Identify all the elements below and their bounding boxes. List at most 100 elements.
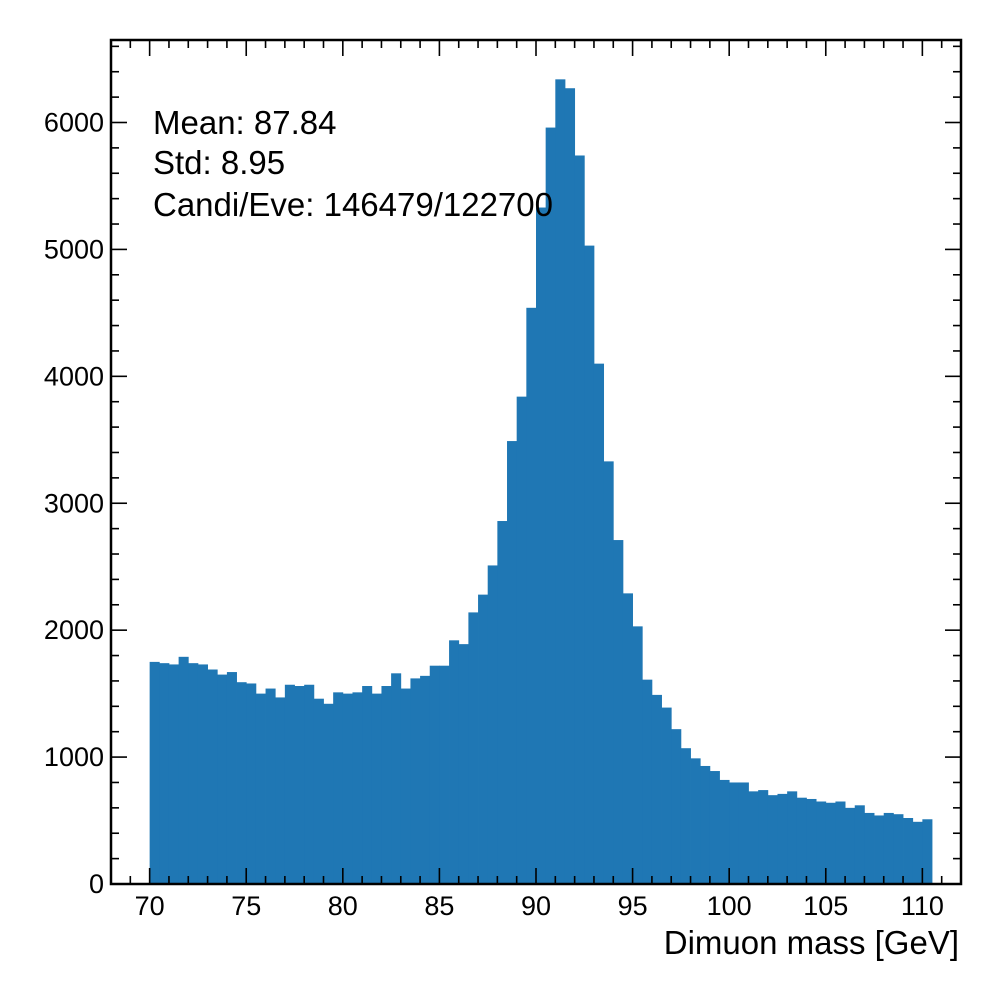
histogram-bar — [362, 686, 373, 884]
histogram-bar — [787, 791, 798, 884]
histogram-bar — [284, 684, 295, 884]
histogram-bar — [854, 805, 865, 884]
y-tick-label: 5000 — [44, 234, 104, 264]
y-tick-label: 2000 — [44, 615, 104, 645]
x-tick-label: 110 — [901, 891, 944, 921]
histogram-bar — [835, 801, 846, 884]
histogram-bar — [536, 207, 547, 884]
histogram-bar — [729, 782, 740, 884]
histogram-bar — [178, 656, 189, 884]
histogram-bar — [574, 155, 585, 885]
x-tick-label: 75 — [231, 891, 261, 921]
histogram-bar — [864, 812, 875, 884]
histogram-bar — [149, 661, 160, 884]
histogram-bar — [825, 802, 836, 884]
histogram-bar — [265, 688, 276, 884]
histogram-bar — [651, 694, 662, 884]
bar-group — [149, 79, 933, 885]
histogram-bar — [197, 664, 208, 884]
histogram-bar — [622, 593, 633, 884]
y-tick-label: 1000 — [44, 742, 104, 772]
histogram-bar — [313, 698, 324, 884]
histogram-bar — [883, 812, 894, 884]
histogram-bar — [593, 363, 605, 884]
histogram-bar — [497, 521, 508, 884]
histogram-bar — [545, 127, 556, 884]
histogram-bar — [468, 612, 479, 884]
histogram-bar — [632, 626, 643, 884]
x-tick-label: 105 — [803, 891, 848, 921]
histogram-bar — [748, 791, 759, 884]
histogram-bar — [458, 644, 469, 884]
histogram-bar — [680, 748, 691, 884]
histogram-bar — [613, 540, 624, 884]
x-tick-label: 70 — [135, 891, 165, 921]
tick-marks — [110, 40, 962, 885]
histogram-bar — [159, 663, 170, 884]
histogram-bar — [845, 807, 856, 884]
histogram-bar — [207, 669, 218, 884]
histogram-bar — [690, 758, 701, 884]
histogram-bar — [700, 765, 711, 884]
histogram-bar — [767, 795, 778, 884]
x-tick-label: 90 — [521, 891, 551, 921]
y-tick-label: 6000 — [44, 108, 104, 138]
histogram-bar — [777, 793, 788, 884]
histogram-bar — [371, 693, 382, 884]
histogram-bar — [922, 819, 933, 884]
histogram-bar — [478, 594, 489, 884]
histogram-bar — [294, 686, 305, 884]
x-tick-label: 85 — [424, 891, 454, 921]
plot-frame — [109, 38, 963, 886]
histogram-bar — [709, 771, 720, 884]
histogram-bar — [642, 679, 653, 884]
x-tick-label: 95 — [618, 891, 648, 921]
histogram-bar — [564, 88, 576, 885]
histogram-bar — [449, 640, 460, 884]
histogram-bar — [439, 665, 450, 884]
histogram-bar — [816, 801, 827, 884]
histogram-bar — [603, 461, 614, 884]
histogram-bar — [188, 663, 199, 884]
histogram-bar — [323, 703, 334, 884]
stats-annotation: Mean: 87.84 Std: 8.95 Candi/Eve: 146479/… — [153, 104, 553, 223]
histogram-bar — [487, 565, 498, 884]
histogram-bar — [516, 396, 527, 884]
histogram-bar — [236, 682, 247, 884]
histogram-bar — [352, 692, 363, 884]
histogram-bar — [526, 307, 537, 884]
histogram-bar — [758, 790, 769, 884]
histogram-bar — [168, 664, 180, 884]
histogram-bar — [246, 683, 257, 884]
stat-std: Std: 8.95 — [153, 144, 285, 181]
histogram-bar — [903, 818, 914, 884]
histogram-bar — [661, 707, 672, 884]
histogram-bar — [893, 814, 904, 884]
histogram-bar — [275, 697, 286, 884]
histogram-bar — [400, 688, 411, 884]
y-tick-label: 4000 — [44, 361, 104, 391]
histogram-bar — [217, 674, 228, 884]
histogram-bar — [555, 79, 566, 885]
histogram-bar — [255, 693, 266, 884]
histogram-bar — [391, 673, 402, 884]
histogram-bar — [719, 779, 730, 884]
y-tick-label: 0 — [89, 869, 104, 899]
histogram-bar — [671, 729, 682, 884]
x-axis-title: Dimuon mass [GeV] — [664, 924, 959, 961]
x-tick-label: 100 — [707, 891, 752, 921]
stat-candidates-events: Candi/Eve: 146479/122700 — [153, 186, 553, 223]
histogram-bar — [304, 684, 315, 884]
histogram-bar — [333, 692, 344, 884]
histogram-bar — [912, 821, 923, 884]
histogram-bar — [584, 245, 595, 885]
histogram-bar — [226, 672, 237, 884]
histogram-bar — [381, 686, 392, 884]
y-tick-label: 3000 — [44, 488, 104, 518]
histogram-bar — [806, 798, 817, 884]
histogram-bar — [874, 815, 885, 884]
histogram-bar — [429, 665, 440, 884]
x-tick-label: 80 — [328, 891, 358, 921]
histogram-bar — [342, 693, 353, 884]
